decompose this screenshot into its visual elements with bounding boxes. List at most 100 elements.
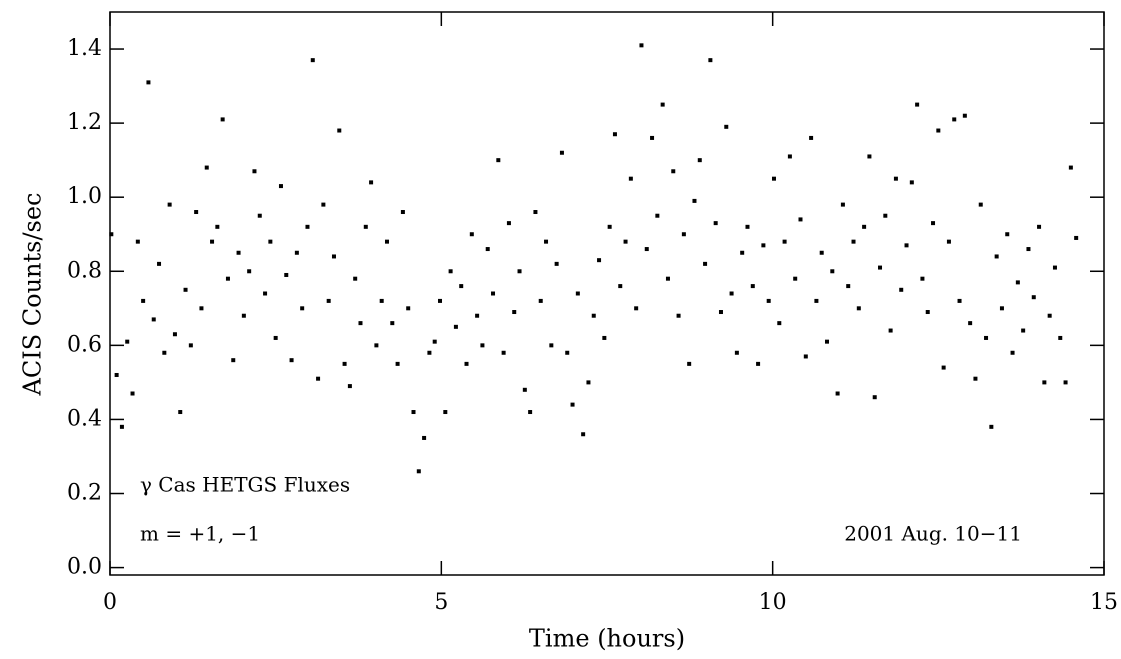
data-point [952,117,957,122]
data-point [427,350,432,355]
data-point [453,324,458,329]
data-point [167,202,172,207]
data-point [300,306,305,311]
x-axis-title: Time (hours) [529,625,685,653]
data-point [750,284,755,289]
data-point [766,298,771,303]
data-point [130,391,135,396]
data-point [962,113,967,118]
data-point [697,158,702,163]
data-point [506,221,511,226]
data-point [183,287,188,292]
data-point [353,276,358,281]
data-point [554,261,559,266]
data-point [777,321,782,326]
y-tick-label: 1.4 [67,36,102,61]
data-point [793,276,798,281]
data-point [135,239,140,244]
data-point [878,265,883,270]
data-point [252,169,257,174]
data-point [740,250,745,255]
data-point [528,410,533,415]
data-point [225,276,230,281]
data-point [909,180,914,185]
data-point [904,243,909,248]
data-point [1026,247,1031,252]
data-point [522,387,527,392]
data-point [400,210,405,215]
data-point [475,313,480,318]
data-point [1037,224,1042,229]
data-point [607,224,612,229]
data-point [294,250,299,255]
data-point [1047,313,1052,318]
y-tick-label: 0.4 [67,406,102,431]
data-point [188,343,193,348]
data-point [321,202,326,207]
data-point [241,313,246,318]
data-point [851,239,856,244]
data-point [464,361,469,366]
data-point [422,435,427,440]
data-point [888,328,893,333]
data-point [342,361,347,366]
data-point [284,272,289,277]
data-point [856,306,861,311]
data-point [708,58,713,63]
annotation: γ Cas HETGS Fluxes [140,473,350,497]
data-point [443,410,448,415]
data-point [1063,380,1068,385]
data-point [459,284,464,289]
data-point [968,321,973,326]
data-point [867,154,872,159]
data-point [989,424,994,429]
x-tick-label: 0 [103,590,117,615]
y-tick-label: 1.0 [67,184,102,209]
data-point [215,224,220,229]
data-point [973,376,978,381]
data-point [358,321,363,326]
data-point [512,310,517,315]
data-point [718,310,723,315]
data-point [263,291,268,296]
data-point [941,365,946,370]
data-point [825,339,830,344]
data-point [374,343,379,348]
data-point [411,410,416,415]
data-point [830,269,835,274]
data-point [1015,280,1020,285]
data-point [199,306,204,311]
data-point [231,358,236,363]
data-point [623,239,628,244]
data-point [872,395,877,400]
data-point [448,269,453,274]
data-point [809,135,814,140]
data-point [761,243,766,248]
data-point [782,239,787,244]
data-point [1010,350,1015,355]
data-point [745,224,750,229]
data-point [157,261,162,266]
data-point [692,198,697,203]
data-point [384,239,389,244]
data-point [331,254,336,259]
data-point [920,276,925,281]
data-point [835,391,840,396]
data-point [840,202,845,207]
data-point [172,332,177,337]
data-point [644,247,649,252]
data-point [729,291,734,296]
data-point [469,232,474,237]
data-point [273,335,278,340]
data-point [390,321,395,326]
data-point [994,254,999,259]
data-point [724,124,729,129]
data-point [602,335,607,340]
annotation: m = +1, −1 [140,522,260,546]
data-point [676,313,681,318]
data-point [480,343,485,348]
data-point [634,306,639,311]
data-point [687,361,692,366]
data-point [1052,265,1057,270]
data-point [1021,328,1026,333]
